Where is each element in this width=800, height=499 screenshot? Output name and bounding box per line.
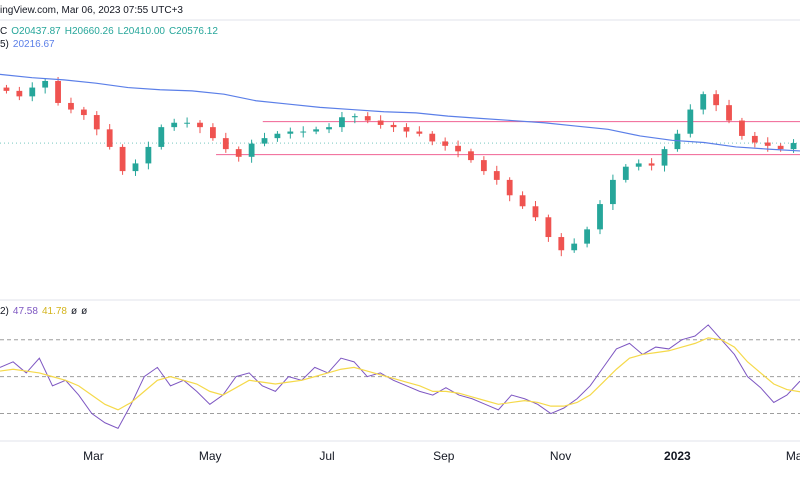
candle-body	[584, 229, 590, 244]
candle-body	[790, 143, 797, 150]
candle-body	[571, 243, 578, 251]
candle-body	[429, 133, 436, 142]
candle-body	[687, 109, 694, 134]
rsi-line	[0, 324, 800, 429]
rsi-ma-line	[0, 337, 800, 411]
ohlc-prefix: C	[0, 26, 8, 37]
candle-body	[119, 146, 126, 172]
rsi-extra-1: ø	[70, 306, 78, 317]
rsi-prefix: 2)	[0, 306, 9, 317]
candle-body	[145, 146, 152, 164]
rsi-extra-2: ø	[81, 306, 88, 317]
candle-body	[751, 135, 758, 143]
candle-body	[300, 131, 307, 133]
ma-legend[interactable]: 5) 20216.67	[0, 39, 59, 50]
x-tick-label: Sep	[433, 449, 455, 463]
candle-body	[726, 105, 732, 121]
ohlc-legend[interactable]: C O20437.87 H20660.26 L20410.00 C20576.12	[0, 26, 222, 37]
candle-body	[558, 237, 565, 251]
x-tick-label: Ma	[786, 449, 800, 463]
candle-body	[235, 149, 242, 157]
candle-body	[248, 143, 255, 157]
candle-body	[648, 163, 655, 166]
candle-body	[351, 116, 358, 118]
candle-body	[610, 179, 616, 205]
rsi-ma-value: 41.78	[41, 306, 67, 317]
ma-value: 20216.67	[12, 39, 55, 50]
candle-body	[158, 127, 165, 147]
x-tick-label: 2023	[664, 449, 691, 463]
candle-body	[764, 142, 771, 146]
close-value: C20576.12	[168, 26, 218, 37]
candle-body	[403, 127, 410, 132]
candle-body	[210, 127, 216, 139]
x-tick-label: Nov	[550, 449, 571, 463]
candle-body	[635, 163, 642, 167]
candle-body	[545, 217, 552, 238]
candle-body	[16, 90, 23, 97]
low-value: L20410.00	[117, 26, 165, 37]
rsi-value: 47.58	[12, 306, 38, 317]
candle-body	[261, 138, 268, 144]
candle-body	[713, 94, 720, 106]
candle-body	[55, 80, 61, 103]
candle-body	[3, 87, 10, 91]
candle-body	[287, 131, 294, 134]
candle-body	[739, 120, 745, 136]
header-source: ingView.com, Mar 06, 2023 07:55 UTC+3	[0, 5, 187, 16]
candle-body	[416, 131, 423, 134]
candle-body	[519, 195, 526, 207]
candle-body	[222, 138, 229, 150]
open-value: O20437.87	[11, 26, 61, 37]
candle-body	[68, 102, 74, 110]
candle-body	[93, 115, 100, 130]
candle-body	[777, 145, 784, 150]
moving-average-line	[0, 73, 800, 152]
x-tick-label: Mar	[83, 449, 104, 463]
candle-body	[442, 141, 449, 146]
candle-body	[480, 160, 487, 172]
candle-body	[326, 127, 332, 130]
candle-body	[171, 122, 178, 128]
candle-body	[132, 163, 139, 172]
candle-body	[364, 116, 371, 121]
candle-body	[455, 145, 461, 152]
candle-body	[339, 117, 345, 128]
candle-body	[29, 87, 36, 97]
candle-body	[661, 149, 668, 166]
x-tick-label: Jul	[319, 449, 334, 463]
x-tick-label: May	[199, 449, 222, 463]
candle-body	[80, 109, 87, 116]
candle-body	[197, 122, 203, 128]
source-label: ingView.com, Mar 06, 2023 07:55 UTC+3	[0, 5, 183, 16]
candle-body	[377, 120, 384, 125]
candle-body	[390, 124, 397, 128]
ma-prefix: 5)	[0, 39, 9, 50]
candle-body	[106, 129, 113, 147]
candle-body	[622, 166, 629, 180]
candle-body	[468, 151, 474, 161]
candle-body	[493, 171, 500, 180]
high-value: H20660.26	[64, 26, 114, 37]
candle-body	[313, 129, 320, 132]
candle-body	[184, 122, 190, 124]
candle-body	[274, 133, 281, 139]
candle-body	[674, 133, 681, 150]
candle-body	[532, 206, 539, 218]
candle-body	[506, 179, 513, 196]
rsi-legend[interactable]: 2) 47.58 41.78 ø ø	[0, 306, 91, 317]
candle-body	[42, 80, 49, 88]
candle-body	[597, 204, 603, 230]
candle-body	[700, 94, 707, 110]
